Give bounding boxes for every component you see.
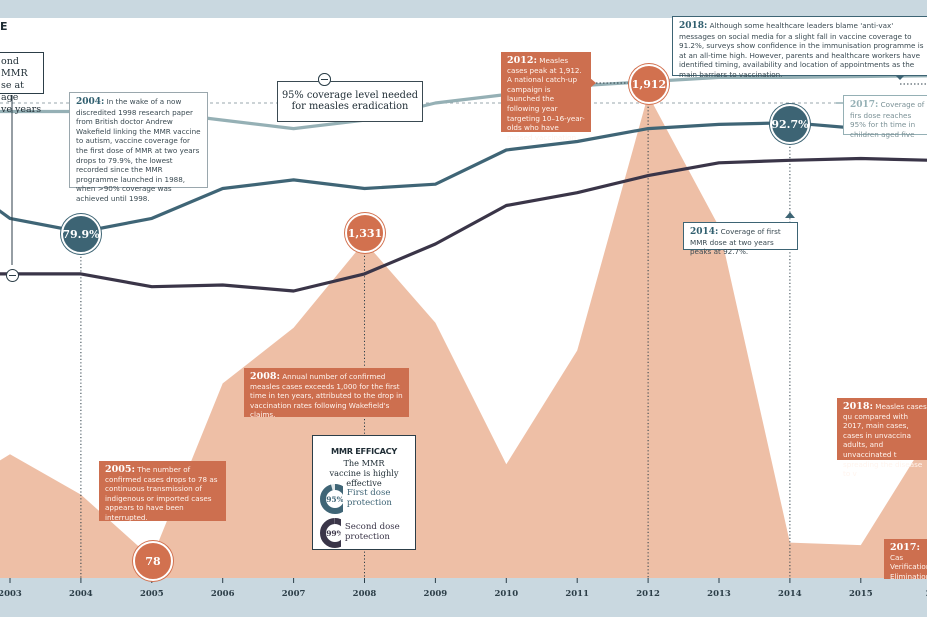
- second-dose-percent: 99%: [326, 529, 341, 538]
- annotation-2005-text: The number of confirmed cases drops to 7…: [105, 465, 218, 522]
- pointer-2018-top: [895, 75, 905, 80]
- coverage-line-second-dose: [0, 156, 927, 293]
- value-bubble-1331: 1,331: [345, 213, 385, 253]
- annotation-2012-year: 2012:: [507, 55, 537, 66]
- annotation-2017-top-text: Coverage of firs dose reaches 95% for th…: [850, 100, 925, 139]
- pointer-2012: [590, 78, 596, 88]
- efficacy-title: MMR EFFICACY: [331, 446, 397, 456]
- annotation-2008: 2008: Annual number of confirmed measles…: [244, 368, 409, 420]
- efficacy-second-dose-row: 99% Second dose protection: [319, 517, 415, 549]
- measles-cases-area: [0, 94, 927, 578]
- annotation-2004: 2004: In the wake of a now discredited 1…: [69, 92, 208, 203]
- first-dose-donut-fill: [320, 484, 343, 514]
- x-tick-label-2012: 2012: [636, 589, 660, 599]
- efficacy-first-dose-row: 95% First dose protection: [319, 483, 415, 515]
- mmr-efficacy-panel: MMR EFFICACY The MMR vaccine is highly e…: [312, 435, 416, 550]
- marker-first-dose-icon: [318, 73, 331, 86]
- second-dose-label-line-1: ond MMR: [1, 56, 28, 79]
- value-bubble-79: 79.9%: [61, 214, 101, 254]
- x-tick-label-2009: 2009: [423, 589, 448, 599]
- value-bubble-1912: 1,912: [629, 64, 669, 104]
- annotation-2005: 2005: The number of confirmed cases drop…: [99, 461, 226, 522]
- value-bubble-78: 78: [133, 541, 173, 581]
- x-tick-label-2011: 2011: [565, 589, 590, 599]
- x-tick-label-2004: 2004: [69, 589, 93, 599]
- annotation-2018-top-year: 2018:: [679, 21, 708, 31]
- x-tick-label-2006: 2006: [210, 589, 235, 599]
- axis-band: [0, 578, 927, 617]
- annotation-2017-bottom-year: 2017:: [890, 542, 920, 553]
- top-band: [0, 0, 927, 18]
- annotation-2008-year: 2008:: [250, 371, 280, 382]
- x-tick-label-2007: 2007: [281, 589, 306, 599]
- x-tick-label-2010: 2010: [494, 589, 519, 599]
- annotation-2017-bottom: 2017: Cas Verification Elimination: [884, 539, 927, 581]
- second-dose-label-line-3: ve years: [1, 104, 42, 115]
- annotation-2004-text: In the wake of a now discredited 1998 re…: [76, 97, 201, 203]
- x-tick-label-2014: 2014: [778, 589, 802, 599]
- second-dose-label: Second dose protection: [344, 522, 400, 542]
- annotation-2018-top: 2018: Although some healthcare leaders b…: [672, 16, 927, 79]
- value-bubble-927: 92.7%: [770, 104, 810, 144]
- efficacy-subtitle: The MMR vaccine is highly effective: [329, 458, 399, 488]
- annotation-2012-text: Measles cases peak at 1,912. A national …: [507, 56, 585, 142]
- coverage-line-first-dose: [0, 121, 927, 234]
- annotation-2005-year: 2005:: [105, 464, 135, 475]
- annotation-2018-top-text: Although some healthcare leaders blame '…: [679, 21, 924, 79]
- marker-series-start-icon: [6, 269, 19, 282]
- x-tick-label-2003: 2003: [0, 589, 22, 599]
- second-dose-label-line-2: se at age: [1, 80, 24, 103]
- second-dose-donut-fill: [320, 518, 341, 548]
- annotation-2018-bottom-text: Measles cases qu compared with 2017, mai…: [843, 402, 927, 479]
- annotation-2017-top: 2017: Coverage of firs dose reaches 95% …: [843, 95, 927, 139]
- annotation-2014-year: 2014:: [690, 227, 719, 237]
- coverage-target-box: 95% coverage level needed for measles er…: [277, 81, 423, 122]
- second-dose-donut: 99%: [320, 518, 341, 548]
- annotation-2018-bottom: 2018: Measles cases qu compared with 201…: [837, 398, 927, 478]
- annotation-2017-bottom-text: Cas Verification Elimination: [890, 552, 927, 581]
- first-dose-donut: 95%: [320, 484, 343, 514]
- annotation-2018-bottom-year: 2018:: [843, 401, 873, 412]
- x-tick-label-2013: 2013: [707, 589, 731, 599]
- first-dose-percent: 95%: [326, 495, 343, 504]
- pointer-2014: [785, 212, 795, 218]
- top-left-title-fragment: E: [0, 20, 8, 33]
- second-dose-label-box: ond MMR se at age ve years: [0, 52, 44, 115]
- annotation-2008-text: Annual number of confirmed measles cases…: [250, 372, 403, 420]
- x-tick-label-2008: 2008: [352, 589, 377, 599]
- annotation-2014: 2014: Coverage of first MMR dose at two …: [683, 222, 798, 256]
- coverage-target-label: 95% coverage level needed for measles er…: [281, 90, 419, 112]
- first-dose-label: First dose protection: [346, 488, 392, 508]
- annotation-2012: 2012: Measles cases peak at 1,912. A nat…: [501, 52, 591, 142]
- x-tick-label-2016: 20: [926, 589, 927, 599]
- annotation-2017-top-year: 2017:: [850, 100, 879, 110]
- x-tick-label-2005: 2005: [139, 589, 164, 599]
- annotation-2004-year: 2004:: [76, 97, 105, 107]
- x-tick-label-2015: 2015: [848, 589, 873, 599]
- annotation-2014-text: Coverage of first MMR dose at two years …: [690, 227, 781, 257]
